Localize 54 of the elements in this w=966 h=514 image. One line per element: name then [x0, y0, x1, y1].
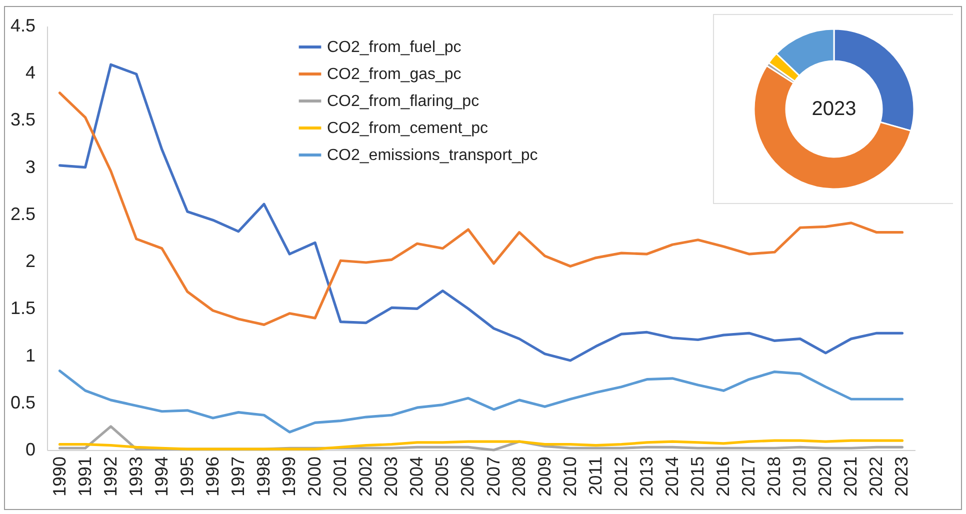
x-tick-label: 2014	[662, 456, 682, 497]
x-tick-label: 2019	[790, 456, 810, 497]
x-tick-label: 2015	[688, 456, 708, 497]
x-tick-label: 1996	[202, 456, 222, 497]
y-tick-label: 3.5	[10, 110, 36, 130]
legend-label: CO2_from_gas_pc	[327, 66, 462, 83]
x-tick-label: 2017	[738, 456, 759, 497]
text: 2023	[812, 98, 856, 120]
line-series	[58, 92, 904, 326]
y-tick-label: 0	[25, 440, 36, 460]
legend-label: CO2_from_flaring_pc	[327, 93, 480, 110]
y-tick-label: 1	[25, 345, 36, 366]
x-tick-label: 2001	[330, 456, 350, 497]
x-tick-label: 2010	[560, 456, 580, 497]
x-tick-label: 1995	[176, 456, 197, 497]
x-tick-label: 2011	[585, 456, 606, 496]
x-tick-label: 2013	[636, 456, 656, 497]
x-tick-label: 1998	[254, 456, 274, 497]
y-tick-label: 2	[25, 251, 36, 272]
x-tick-label: 1994	[151, 456, 172, 497]
x-tick-label: 1991	[74, 456, 95, 497]
x-tick-label: 2000	[304, 456, 325, 497]
y-tick-label: 0.5	[10, 392, 36, 412]
line-series	[58, 63, 904, 362]
y-tick-label: 3	[25, 156, 36, 177]
x-tick-label: 1993	[126, 456, 146, 497]
y-tick-label: 1.5	[10, 298, 36, 318]
legend-label: CO2_emissions_transport_pc	[327, 147, 538, 164]
x-tick-label: 2007	[483, 456, 504, 497]
line-series	[58, 439, 904, 450]
x-tick-label: 1997	[228, 456, 248, 497]
x-tick-label: 2012	[610, 456, 631, 497]
x-tick-label: 2020	[815, 456, 836, 497]
x-tick-label: 2021	[840, 456, 861, 497]
y-tick-label: 4	[25, 62, 36, 83]
legend-label: CO2_from_cement_pc	[327, 120, 488, 137]
x-tick-label: 2016	[713, 456, 734, 497]
line-series	[58, 370, 904, 434]
x-tick-label: 2022	[866, 456, 886, 497]
y-tick-label: 2.5	[10, 204, 36, 224]
legend-label: CO2_from_fuel_pc	[327, 39, 462, 56]
x-tick-label: 2004	[406, 456, 427, 497]
x-tick-label: 1992	[100, 456, 120, 497]
x-tick-label: 2005	[432, 456, 452, 497]
x-tick-label: 2008	[508, 456, 529, 497]
x-tick-label: 2002	[356, 456, 376, 497]
x-tick-label: 2003	[381, 456, 402, 497]
x-tick-label: 2018	[764, 456, 784, 497]
x-tick-label: 2023	[892, 456, 912, 497]
x-tick-label: 1999	[279, 456, 300, 497]
x-tick-label: 2009	[534, 456, 554, 497]
y-tick-label: 4.5	[10, 16, 36, 36]
x-tick-label: 2006	[458, 456, 478, 497]
x-tick-label: 1990	[49, 456, 70, 497]
